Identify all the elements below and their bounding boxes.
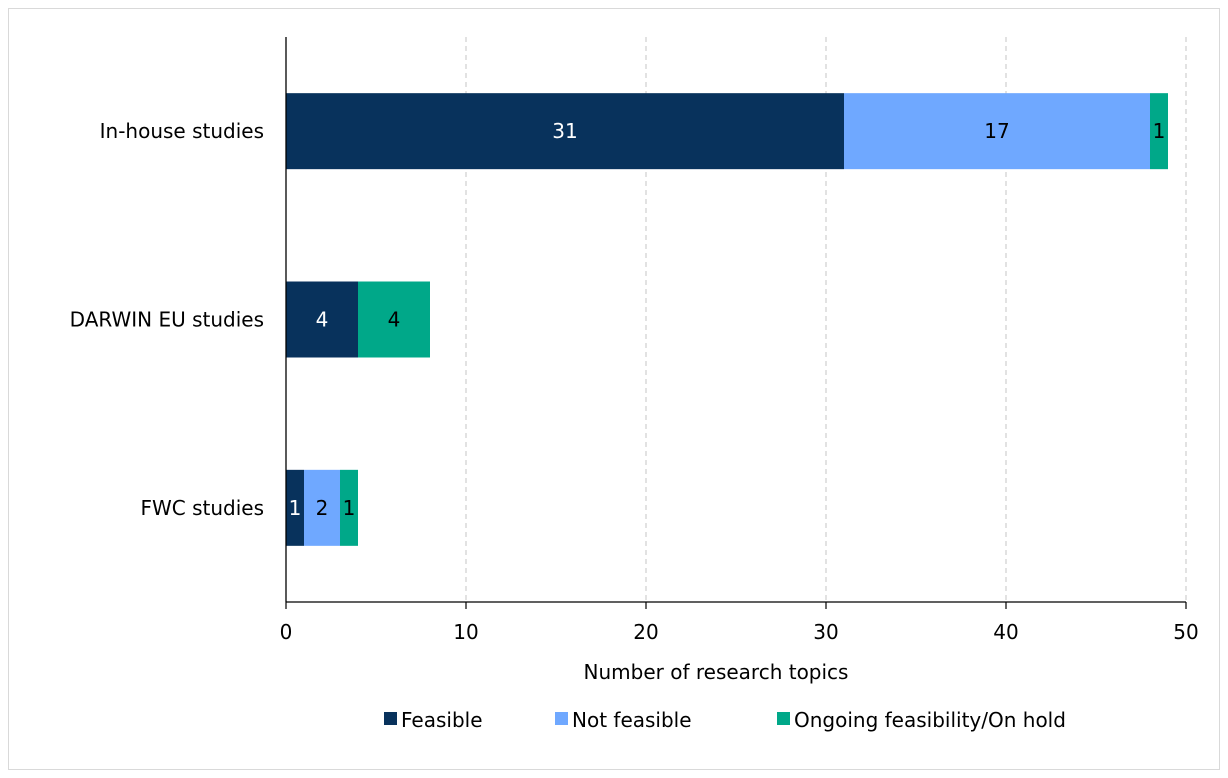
x-tick-label: 50: [1173, 620, 1198, 644]
legend-swatch: [555, 712, 568, 725]
x-tick-labels: 0 10 20 30 40 50: [280, 602, 1199, 644]
bar-data-label: 31: [552, 119, 577, 143]
category-labels: In-house studies DARWIN EU studies FWC stu…: [70, 119, 264, 520]
bar-data-label: 4: [316, 308, 329, 332]
chart-container: 31 17 1 4 4 1 2 1 0 10 20 30 40 50 In-house studies D…: [8, 8, 1220, 770]
bar-segment: [844, 93, 1150, 170]
x-axis-title: Number of research topics: [584, 660, 849, 684]
category-label: FWC studies: [140, 496, 264, 520]
bar-data-label: 17: [984, 119, 1009, 143]
bar-segment: [304, 469, 340, 546]
x-tick-label: 0: [280, 620, 293, 644]
bar-data-label: 4: [388, 308, 401, 332]
bar-data-label: 1: [343, 496, 356, 520]
bar-segment: [286, 281, 358, 358]
stacked-bar-chart: 31 17 14 41 2 1 0 10 20 30 40 50 In-house studiesD…: [70, 37, 1199, 732]
legend-swatch: [777, 712, 790, 725]
bar-segment: [286, 469, 304, 546]
bar-segment: [286, 93, 844, 170]
legend-swatch: [384, 712, 397, 725]
x-tick-label: 40: [993, 620, 1018, 644]
x-tick-label: 30: [813, 620, 838, 644]
category-label: In-house studies: [100, 119, 264, 143]
bars: 31 17 14 41 2 1: [286, 93, 1168, 546]
legend-label: Ongoing feasibility/On hold: [794, 708, 1066, 732]
bar-segment: [340, 469, 358, 546]
x-tick-label: 20: [633, 620, 658, 644]
x-tick-label: 10: [453, 620, 478, 644]
bar-data-label: 1: [1153, 119, 1166, 143]
bar-segment: [358, 281, 430, 358]
legend-label: Not feasible: [572, 708, 692, 732]
category-label: DARWIN EU studies: [70, 308, 264, 332]
bar-segment: [1150, 93, 1168, 170]
bar-data-label: 1: [289, 496, 302, 520]
legend-label: Feasible: [401, 708, 483, 732]
legend: Feasible Not feasible Ongoing feasibility/…: [384, 708, 1066, 732]
axes: [285, 37, 1186, 603]
bar-data-label: 2: [316, 496, 329, 520]
